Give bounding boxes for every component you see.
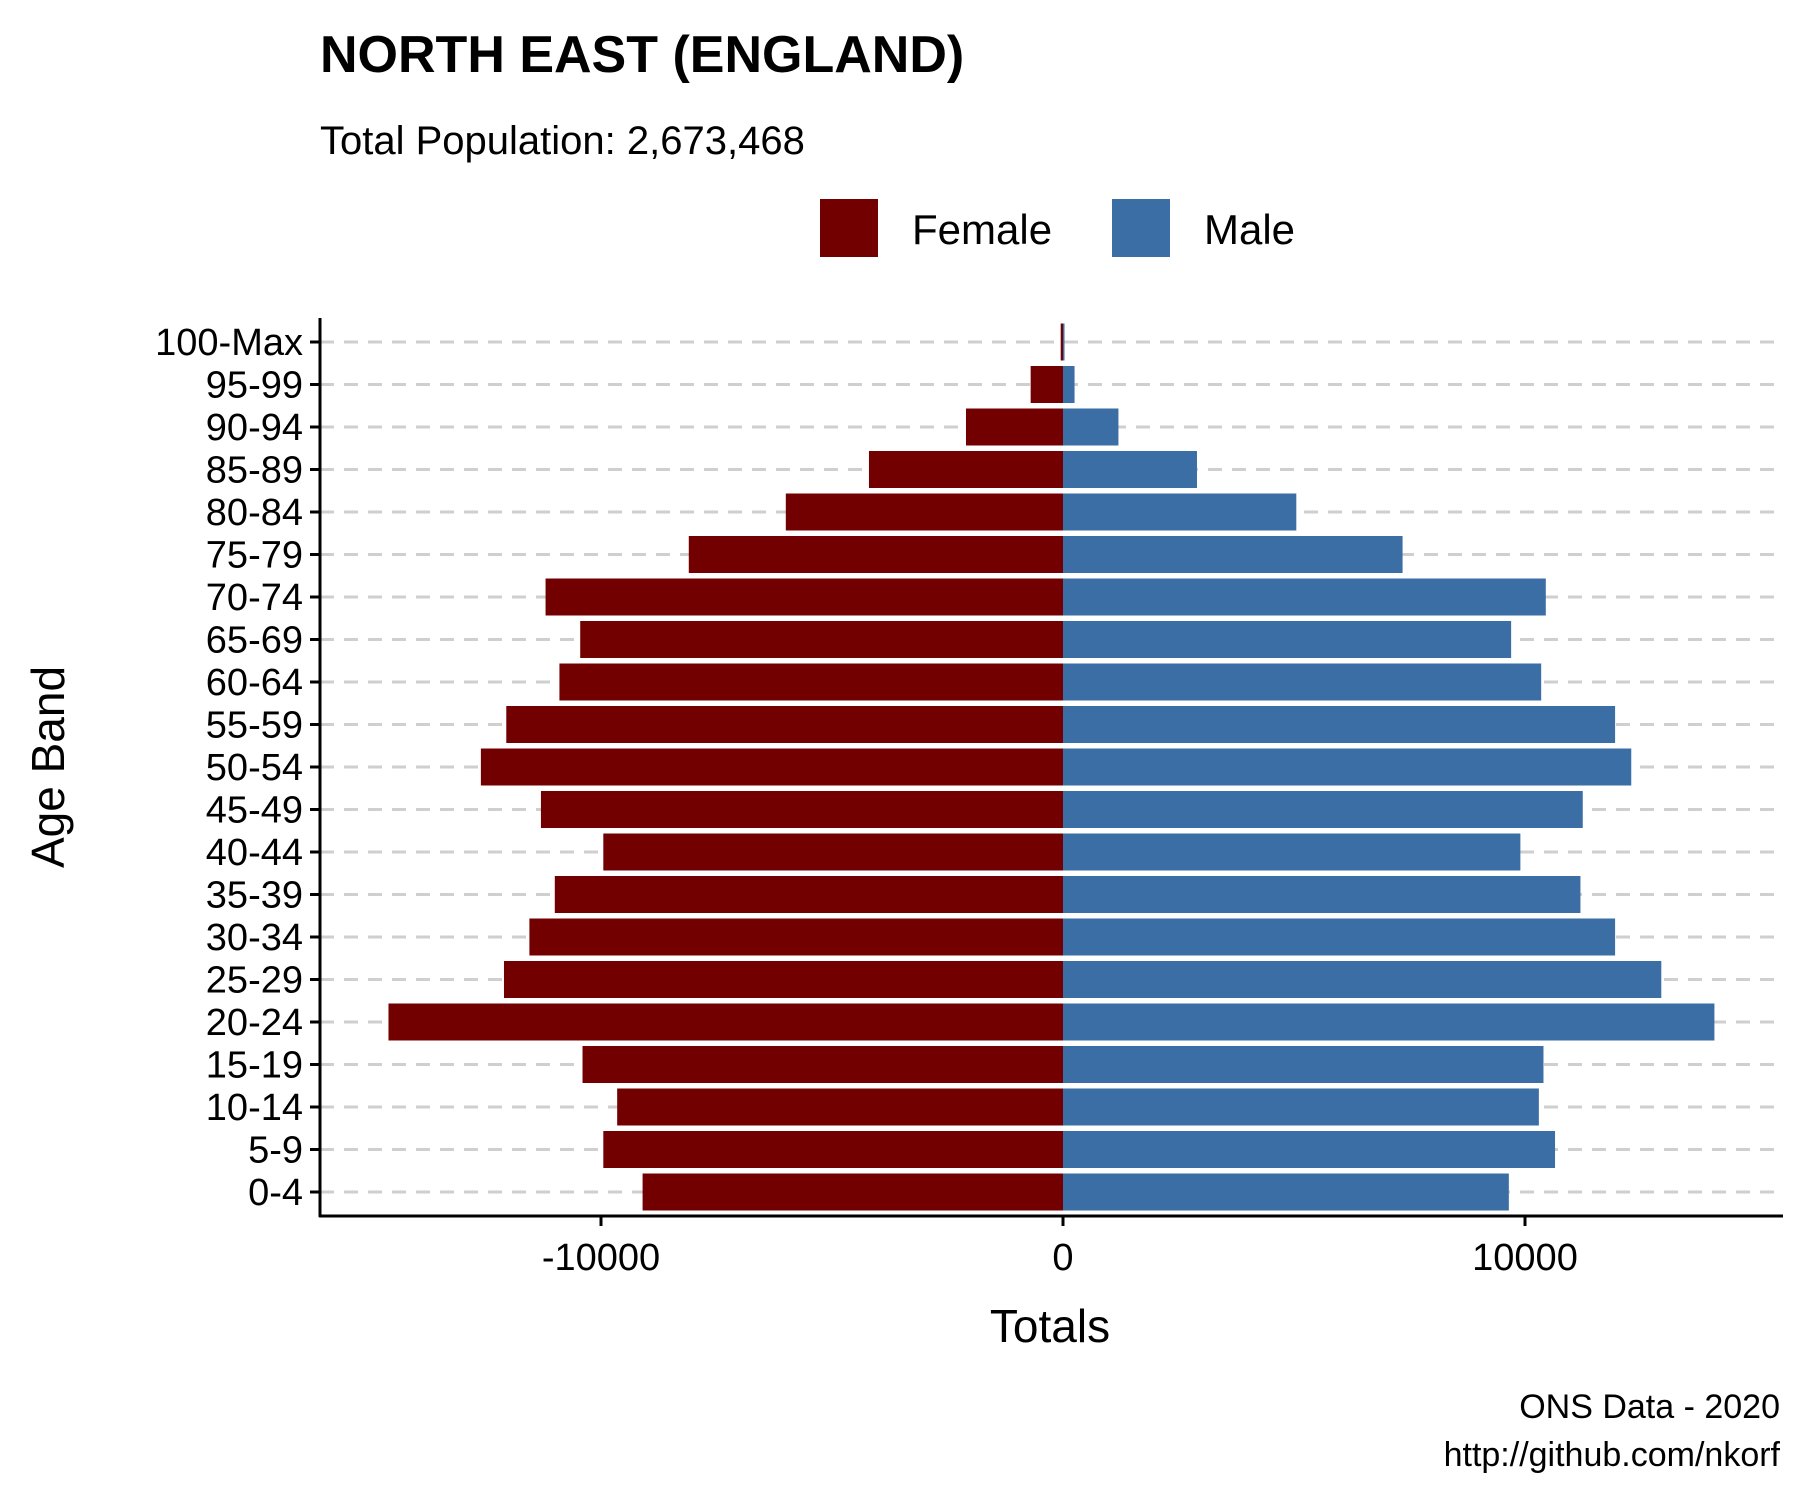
bar-female-55-59: [506, 706, 1063, 743]
caption-url: http://github.com/nkorf: [1444, 1436, 1781, 1474]
bar-male-20-24: [1063, 1003, 1715, 1041]
bar-male-80-84: [1063, 493, 1297, 531]
y-tick-label: 15-19: [206, 1045, 303, 1087]
bar-female-0-4: [642, 1173, 1063, 1211]
bar-male-15-19: [1063, 1046, 1544, 1083]
legend: Female Male: [820, 199, 1295, 257]
bar-female-5-9: [603, 1131, 1063, 1168]
bar-male-70-74: [1063, 578, 1546, 616]
bar-female-100-Max: [1060, 323, 1063, 361]
bar-female-50-54: [480, 748, 1063, 786]
bar-female-25-29: [503, 961, 1064, 998]
y-tick-label: 0-4: [248, 1172, 303, 1214]
bar-male-100-Max: [1063, 323, 1065, 361]
bar-male-65-69: [1063, 621, 1512, 658]
bar-female-40-44: [603, 833, 1063, 871]
bar-male-55-59: [1063, 706, 1616, 743]
legend-label-male: Male: [1204, 206, 1295, 253]
bar-female-70-74: [545, 578, 1063, 616]
bar-male-50-54: [1063, 748, 1632, 786]
x-axis-ticks: -10000 0 10000: [542, 1216, 1578, 1279]
legend-swatch-male: [1112, 199, 1170, 257]
bar-male-40-44: [1063, 833, 1521, 871]
bar-male-5-9: [1063, 1131, 1556, 1168]
bar-male-45-49: [1063, 791, 1583, 828]
bar-male-85-89: [1063, 451, 1197, 488]
bar-female-30-34: [529, 918, 1063, 956]
caption-source: ONS Data - 2020: [1519, 1388, 1780, 1426]
bar-male-35-39: [1063, 876, 1581, 913]
y-tick-label: 60-64: [206, 662, 303, 704]
bar-female-95-99: [1030, 366, 1063, 403]
y-tick-label: 70-74: [206, 577, 303, 619]
bar-female-20-24: [388, 1003, 1064, 1041]
bar-male-25-29: [1063, 961, 1662, 998]
x-axis-label: Totals: [990, 1300, 1110, 1352]
legend-label-female: Female: [912, 206, 1052, 253]
y-axis-label: Age Band: [22, 666, 74, 868]
y-tick-label: 65-69: [206, 620, 303, 662]
y-tick-label: 45-49: [206, 790, 303, 832]
bar-male-0-4: [1063, 1173, 1509, 1211]
bar-female-60-64: [559, 663, 1063, 701]
y-tick-label: 90-94: [206, 407, 303, 449]
bar-female-75-79: [688, 536, 1063, 573]
bar-female-35-39: [554, 876, 1063, 913]
y-tick-label: 20-24: [206, 1002, 303, 1044]
bar-female-65-69: [580, 621, 1063, 658]
bar-female-85-89: [868, 451, 1063, 488]
legend-swatch-female: [820, 199, 878, 257]
y-tick-label: 95-99: [206, 365, 303, 407]
bar-male-10-14: [1063, 1088, 1539, 1126]
bar-male-90-94: [1063, 408, 1119, 446]
bar-male-30-34: [1063, 918, 1616, 956]
x-tick-label: 0: [1052, 1237, 1073, 1279]
y-tick-label: 10-14: [206, 1087, 303, 1129]
bar-female-45-49: [540, 791, 1063, 828]
y-tick-label: 85-89: [206, 450, 303, 492]
y-tick-label: 50-54: [206, 747, 303, 789]
y-tick-label: 40-44: [206, 832, 303, 874]
bar-female-15-19: [582, 1046, 1063, 1083]
x-tick-label: 10000: [1472, 1237, 1578, 1279]
chart-title: NORTH EAST (ENGLAND): [320, 26, 964, 84]
bars: [388, 323, 1715, 1211]
y-tick-label: 25-29: [206, 960, 303, 1002]
bar-male-95-99: [1063, 366, 1075, 403]
y-tick-label: 75-79: [206, 535, 303, 577]
y-tick-label: 100-Max: [155, 322, 303, 364]
bar-female-10-14: [617, 1088, 1063, 1126]
y-axis-ticks: 0-45-910-1415-1920-2425-2930-3435-3940-4…: [155, 322, 320, 1214]
y-tick-label: 30-34: [206, 917, 303, 959]
chart-subtitle: Total Population: 2,673,468: [320, 119, 805, 163]
y-tick-label: 55-59: [206, 705, 303, 747]
bar-female-90-94: [965, 408, 1063, 446]
bar-female-80-84: [785, 493, 1063, 531]
y-tick-label: 80-84: [206, 492, 303, 534]
bar-male-75-79: [1063, 536, 1403, 573]
y-tick-label: 35-39: [206, 875, 303, 917]
bar-male-60-64: [1063, 663, 1542, 701]
y-tick-label: 5-9: [248, 1130, 303, 1172]
x-tick-label: -10000: [542, 1237, 660, 1279]
